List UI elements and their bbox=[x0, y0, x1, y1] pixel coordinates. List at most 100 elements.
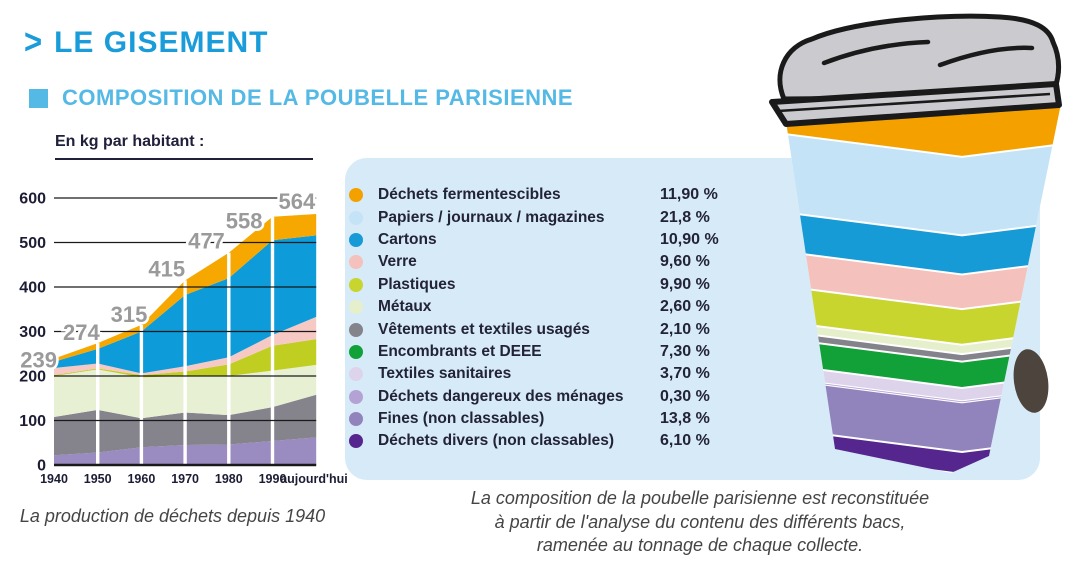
bin-caption: La composition de la poubelle parisienne… bbox=[400, 487, 1000, 558]
legend-dot-icon bbox=[349, 434, 363, 449]
svg-text:239: 239 bbox=[20, 348, 57, 373]
legend-label: Métaux bbox=[378, 298, 432, 316]
svg-text:1950: 1950 bbox=[84, 472, 112, 486]
legend-row: Textiles sanitaires 3,70 % bbox=[345, 363, 1040, 385]
bin-illustration bbox=[769, 13, 1065, 473]
legend-row: Fines (non classables) 13,8 % bbox=[345, 408, 1040, 430]
bin-band bbox=[781, 212, 1065, 274]
legend-row: Cartons 10,90 % bbox=[345, 229, 1040, 251]
bin-band bbox=[781, 286, 1065, 344]
legend-percentage: 10,90 % bbox=[660, 230, 719, 248]
legend-label: Déchets dangereux des ménages bbox=[378, 387, 624, 405]
legend-row: Déchets dangereux des ménages 0,30 % bbox=[345, 386, 1040, 408]
legend-dot-icon bbox=[349, 232, 363, 247]
svg-text:558: 558 bbox=[226, 209, 263, 234]
legend-label: Plastiques bbox=[378, 275, 456, 293]
square-bullet-icon bbox=[29, 88, 48, 108]
svg-text:500: 500 bbox=[19, 235, 46, 252]
legend-label: Papiers / journaux / magazines bbox=[378, 208, 605, 226]
legend-row: Déchets divers (non classables) 6,10 % bbox=[345, 430, 1040, 452]
legend-label: Verre bbox=[378, 253, 417, 271]
legend-list: Déchets fermentescibles 11,90 % Papiers … bbox=[345, 184, 1040, 453]
y-axis-ticks: 0 100 200 300 400 500 600 bbox=[19, 191, 46, 475]
legend-percentage: 6,10 % bbox=[660, 432, 710, 450]
legend-row: Verre 9,60 % bbox=[345, 251, 1040, 273]
bin-wheel bbox=[1013, 349, 1049, 413]
bin-caption-line: à partir de l'analyse du contenu des dif… bbox=[494, 511, 906, 532]
gridlines bbox=[54, 197, 317, 467]
bin-band bbox=[781, 251, 1065, 309]
bin-lid bbox=[769, 13, 1062, 127]
svg-text:1940: 1940 bbox=[40, 472, 68, 486]
chart-caption: La production de déchets depuis 1940 bbox=[19, 506, 326, 526]
legend-label: Fines (non classables) bbox=[378, 410, 545, 428]
svg-text:1980: 1980 bbox=[215, 472, 243, 486]
legend-percentage: 3,70 % bbox=[660, 365, 710, 383]
chart-unit-label: En kg par habitant : bbox=[55, 133, 313, 160]
legend-percentage: 0,30 % bbox=[660, 387, 710, 405]
svg-text:1990: 1990 bbox=[259, 472, 287, 486]
bin-band bbox=[781, 377, 1065, 403]
legend-label: Textiles sanitaires bbox=[378, 365, 512, 383]
bin-band bbox=[781, 338, 1065, 387]
legend-dot-icon bbox=[349, 412, 363, 427]
svg-text:600: 600 bbox=[19, 191, 46, 208]
svg-text:aujourd'hui: aujourd'hui bbox=[280, 472, 348, 486]
page-header: > LE GISEMENT bbox=[24, 21, 269, 62]
svg-text:200: 200 bbox=[19, 369, 46, 386]
svg-text:564: 564 bbox=[278, 189, 315, 214]
legend-row: Plastiques 9,90 % bbox=[345, 274, 1040, 296]
svg-text:1960: 1960 bbox=[127, 472, 155, 486]
svg-text:315: 315 bbox=[111, 302, 148, 327]
section-header: COMPOSITION DE LA POUBELLE PARISIENNE bbox=[29, 85, 573, 111]
area-couche-rose bbox=[54, 316, 317, 376]
legend-dot-icon bbox=[349, 277, 363, 292]
legend-dot-icon bbox=[349, 300, 363, 315]
legend-percentage: 11,90 % bbox=[660, 186, 718, 204]
svg-text:477: 477 bbox=[188, 229, 225, 254]
legend-percentage: 7,30 % bbox=[660, 342, 710, 360]
legend-percentage: 21,8 % bbox=[660, 208, 710, 226]
legend-dot-icon bbox=[349, 389, 363, 404]
legend-row: Métaux 2,60 % bbox=[345, 296, 1040, 318]
svg-text:1970: 1970 bbox=[171, 472, 199, 486]
svg-text:274: 274 bbox=[63, 320, 100, 345]
legend-percentage: 13,8 % bbox=[660, 410, 710, 428]
legend-percentage: 2,60 % bbox=[660, 298, 710, 316]
legend-label: Cartons bbox=[378, 230, 437, 248]
legend-percentage: 9,90 % bbox=[660, 275, 710, 293]
legend-label: Vêtements et textiles usagés bbox=[378, 320, 590, 338]
chevron-right-icon: > bbox=[24, 21, 43, 62]
legend-dot-icon bbox=[349, 367, 363, 382]
legend-row: Déchets fermentescibles 11,90 % bbox=[345, 184, 1040, 206]
legend-dot-icon bbox=[349, 344, 363, 359]
legend-dot-icon bbox=[349, 255, 363, 270]
legend-percentage: 9,60 % bbox=[660, 253, 710, 271]
legend-percentage: 2,10 % bbox=[660, 320, 710, 338]
bin-band bbox=[781, 133, 1065, 235]
svg-text:0: 0 bbox=[37, 458, 46, 475]
bin-caption-line: ramenée au tonnage de chaque collecte. bbox=[536, 535, 864, 555]
bin-band bbox=[781, 331, 1065, 361]
bin-band bbox=[781, 364, 1065, 401]
legend-row: Papiers / journaux / magazines 21,8 % bbox=[345, 206, 1040, 228]
section-title: COMPOSITION DE LA POUBELLE PARISIENNE bbox=[62, 85, 574, 110]
column-separators bbox=[96, 216, 275, 465]
legend-label: Encombrants et DEEE bbox=[378, 342, 542, 360]
area-couche-vert-olive bbox=[54, 339, 317, 378]
bin-band bbox=[781, 321, 1065, 354]
page-title: LE GISEMENT bbox=[54, 26, 269, 59]
legend-dot-icon bbox=[349, 322, 363, 337]
legend-row: Encombrants et DEEE 7,30 % bbox=[345, 341, 1040, 363]
legend-label: Déchets divers (non classables) bbox=[378, 432, 615, 450]
legend-row: Vêtements et textiles usagés 2,10 % bbox=[345, 318, 1040, 340]
svg-text:415: 415 bbox=[148, 256, 185, 281]
svg-text:100: 100 bbox=[19, 413, 46, 430]
legend-dot-icon bbox=[349, 210, 363, 225]
svg-text:400: 400 bbox=[19, 280, 46, 297]
legend-label: Déchets fermentescibles bbox=[378, 186, 561, 204]
